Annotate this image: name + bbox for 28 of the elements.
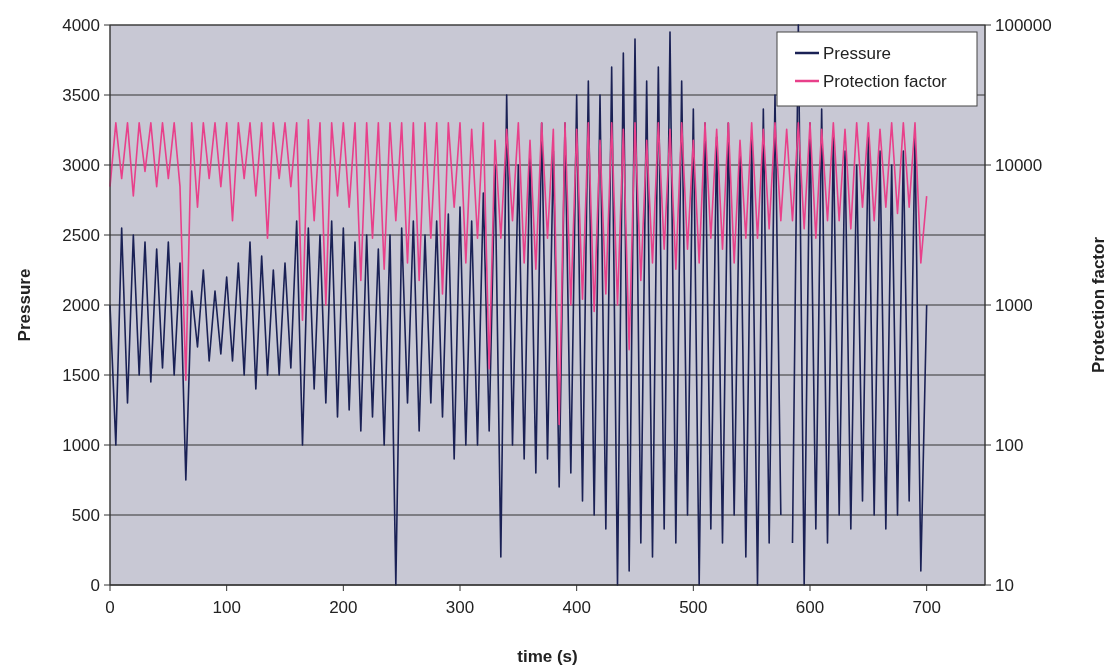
x-tick-label: 0 bbox=[105, 598, 115, 617]
x-tick-label: 700 bbox=[912, 598, 941, 617]
y-tick-label: 2500 bbox=[62, 226, 100, 245]
x-tick-label: 400 bbox=[562, 598, 591, 617]
y2-axis-title: Protection factor bbox=[1089, 236, 1108, 374]
legend-label: Protection factor bbox=[823, 72, 948, 91]
y-tick-label: 0 bbox=[90, 576, 100, 595]
x-tick-label: 100 bbox=[212, 598, 241, 617]
y-tick-label: 4000 bbox=[62, 16, 100, 35]
line-series bbox=[109, 119, 928, 426]
y-tick-label: 2000 bbox=[62, 296, 100, 315]
legend-label: Pressure bbox=[823, 44, 892, 63]
x-tick-label: 600 bbox=[795, 598, 825, 617]
x-tick-label: 500 bbox=[679, 598, 708, 617]
y-tick-label: 1500 bbox=[62, 366, 100, 385]
y2-tick-label: 100000 bbox=[995, 16, 1052, 35]
y-tick-label: 3500 bbox=[62, 86, 100, 105]
x-tick-label: 200 bbox=[329, 598, 358, 617]
y-tick-label: 1000 bbox=[62, 436, 100, 455]
y-tick-label: 3000 bbox=[62, 156, 100, 175]
x-tick-label: 300 bbox=[445, 598, 475, 617]
y2-tick-label: 1000 bbox=[995, 296, 1033, 315]
y2-tick-label: 10000 bbox=[995, 156, 1043, 175]
y2-tick-label: 10 bbox=[995, 576, 1014, 595]
y2-tick-label: 100 bbox=[995, 436, 1024, 455]
x-axis-title: time (s) bbox=[517, 647, 578, 666]
y-tick-label: 500 bbox=[71, 506, 100, 525]
y-axis-title: Pressure bbox=[15, 268, 34, 342]
